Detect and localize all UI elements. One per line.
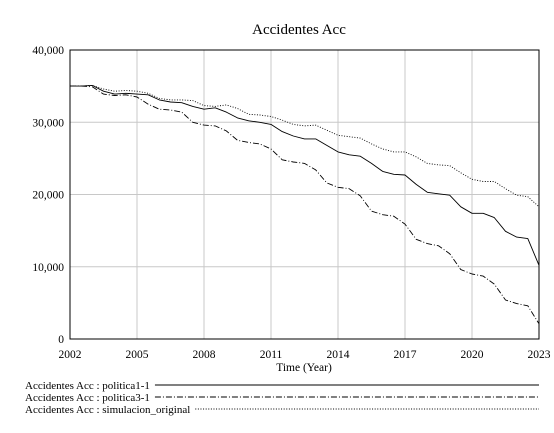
x-tick-label: 2017 (394, 349, 417, 361)
series-line-3 (70, 84, 540, 208)
legend-label: Accidentes Acc : simulacion_original (25, 404, 190, 416)
y-tick-label: 0 (58, 334, 64, 346)
x-tick-label: 2008 (193, 349, 216, 361)
series-line-1 (70, 84, 540, 266)
y-tick-label: 30,000 (32, 117, 64, 129)
x-tick-label: 2023 (528, 349, 551, 361)
chart-title: Accidentes Acc (252, 22, 346, 38)
legend-label: Accidentes Acc : politica1-1 (25, 380, 150, 392)
grid-lines (70, 50, 539, 339)
series-lines (70, 84, 540, 325)
series-line-2 (70, 85, 540, 325)
x-tick-label: 2020 (461, 349, 484, 361)
y-tick-label: 40,000 (32, 45, 64, 57)
x-tick-label: 2002 (59, 349, 82, 361)
y-tick-label: 10,000 (32, 262, 64, 274)
y-tick-label: 20,000 (32, 190, 64, 202)
x-tick-label: 2005 (126, 349, 149, 361)
plot-frame (69, 49, 540, 340)
x-axis-tick-labels: 2002 2005 2008 2011 2014 2017 2020 2023 (59, 349, 551, 361)
x-tick-label: 2011 (260, 349, 283, 361)
x-axis-label: Time (Year) (276, 362, 332, 374)
x-tick-label: 2014 (327, 349, 350, 361)
y-axis-tick-labels: 0 10,000 20,000 30,000 40,000 (32, 45, 64, 346)
legend-label: Accidentes Acc : politica3-1 (25, 392, 150, 404)
